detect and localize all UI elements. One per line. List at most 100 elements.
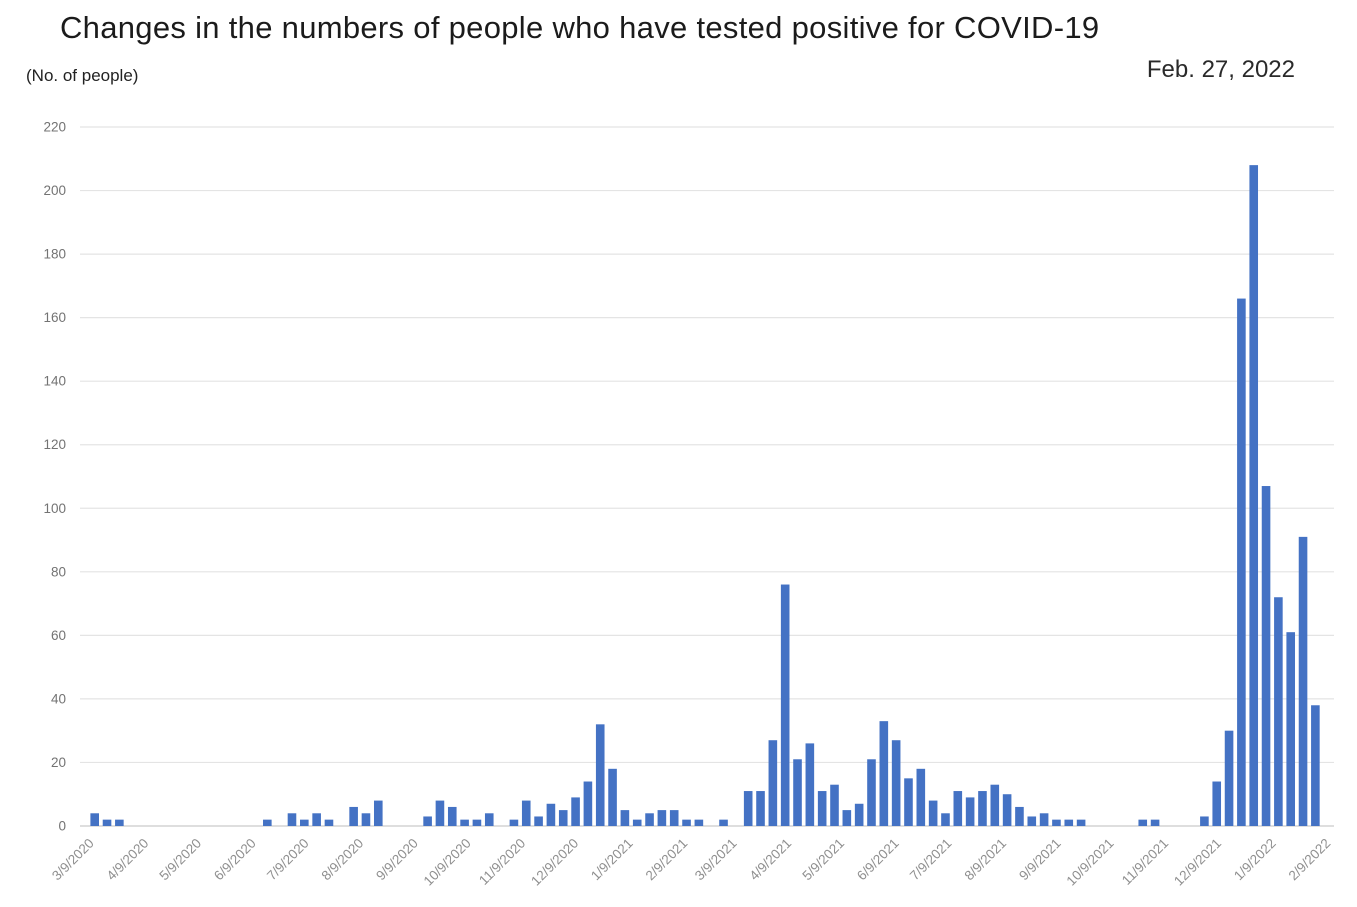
- bar: [435, 800, 445, 826]
- bar: [312, 813, 321, 826]
- bar: [287, 813, 297, 826]
- y-tick-label: 220: [43, 120, 66, 135]
- x-tick-label: 3/9/2020: [49, 836, 97, 884]
- y-tick-label: 160: [43, 310, 66, 325]
- x-tick-label: 3/9/2021: [692, 836, 740, 884]
- x-tick-label: 8/9/2021: [961, 836, 1009, 884]
- bar: [373, 800, 383, 826]
- bar: [743, 791, 753, 826]
- y-tick-label: 120: [43, 437, 66, 452]
- bar: [854, 803, 864, 826]
- bar: [645, 813, 654, 826]
- bar: [1311, 705, 1320, 826]
- x-tick-label: 9/9/2021: [1016, 836, 1064, 884]
- bar: [928, 800, 938, 826]
- bar: [447, 806, 457, 826]
- x-tick-label: 5/9/2020: [156, 836, 204, 884]
- bar: [1027, 816, 1037, 826]
- x-tick-label: 2/9/2021: [643, 836, 691, 884]
- bar: [324, 819, 334, 826]
- bar: [472, 819, 482, 826]
- bar: [484, 813, 494, 826]
- x-tick-label: 12/9/2020: [528, 836, 581, 889]
- x-tick-label: 1/9/2022: [1231, 836, 1279, 884]
- x-tick-label: 12/9/2021: [1171, 836, 1224, 889]
- x-tick-label: 6/9/2020: [211, 836, 259, 884]
- bar: [657, 810, 667, 826]
- bar: [669, 810, 679, 826]
- x-tick-label: 9/9/2020: [373, 836, 421, 884]
- x-tick-label: 4/9/2020: [104, 836, 152, 884]
- bar: [115, 819, 124, 826]
- x-tick-label: 4/9/2021: [747, 836, 795, 884]
- bar: [1237, 298, 1246, 826]
- bar: [595, 724, 605, 826]
- bar: [842, 810, 852, 826]
- x-tick-label: 8/9/2020: [319, 836, 367, 884]
- y-tick-label: 100: [43, 501, 66, 516]
- y-tick-label: 80: [51, 564, 66, 579]
- bar: [978, 791, 987, 826]
- bar: [361, 813, 371, 826]
- bar: [300, 819, 309, 826]
- x-tick-label: 7/9/2021: [907, 836, 955, 884]
- bar: [780, 584, 790, 826]
- x-tick-label: 11/9/2020: [476, 836, 528, 888]
- bar: [102, 819, 112, 826]
- bar: [719, 819, 728, 826]
- bar: [632, 819, 642, 826]
- bar: [879, 721, 889, 826]
- bar: [965, 797, 975, 826]
- chart-title: Changes in the numbers of people who hav…: [60, 10, 1100, 45]
- bar: [682, 819, 691, 826]
- x-tick-label: 10/9/2021: [1064, 836, 1117, 889]
- bar: [1249, 165, 1259, 827]
- chart-date-label: Feb. 27, 2022: [1146, 56, 1295, 83]
- y-tick-label: 180: [43, 247, 66, 262]
- bar: [90, 813, 99, 826]
- y-axis-unit-label: (No. of people): [26, 66, 139, 85]
- bar: [941, 813, 950, 826]
- bar: [1224, 730, 1234, 826]
- bar: [694, 819, 704, 826]
- bar: [867, 759, 876, 826]
- y-tick-label: 60: [51, 628, 66, 643]
- bar: [1138, 819, 1148, 826]
- x-tick-label: 7/9/2020: [264, 836, 312, 884]
- bar: [1212, 781, 1222, 826]
- bar: [793, 759, 802, 826]
- y-tick-label: 200: [43, 183, 66, 198]
- bar: [1015, 806, 1024, 826]
- bar: [904, 778, 913, 826]
- bar: [1039, 813, 1049, 826]
- bar: [263, 819, 272, 826]
- bar: [1274, 597, 1283, 826]
- x-tick-label: 6/9/2021: [854, 836, 902, 884]
- bar: [1052, 819, 1061, 826]
- bar: [521, 800, 531, 826]
- bar: [1076, 819, 1086, 826]
- bar: [558, 810, 568, 826]
- x-tick-label: 5/9/2021: [799, 836, 847, 884]
- bar: [817, 791, 827, 826]
- bar: [1002, 794, 1012, 826]
- x-tick-label: 1/9/2021: [588, 836, 636, 884]
- bar: [620, 810, 630, 826]
- y-tick-label: 20: [51, 755, 66, 770]
- bar: [953, 791, 963, 826]
- bar: [608, 768, 617, 826]
- bar: [990, 784, 1000, 826]
- bar: [349, 806, 358, 826]
- y-tick-label: 0: [58, 819, 66, 834]
- x-tick-label: 2/9/2022: [1286, 836, 1334, 884]
- bar: [1286, 632, 1296, 826]
- bar: [768, 740, 778, 826]
- bar: [571, 797, 580, 826]
- y-tick-label: 140: [43, 374, 66, 389]
- bar: [534, 816, 543, 826]
- bar: [830, 784, 839, 826]
- bar: [1150, 819, 1160, 826]
- bar: [805, 743, 815, 826]
